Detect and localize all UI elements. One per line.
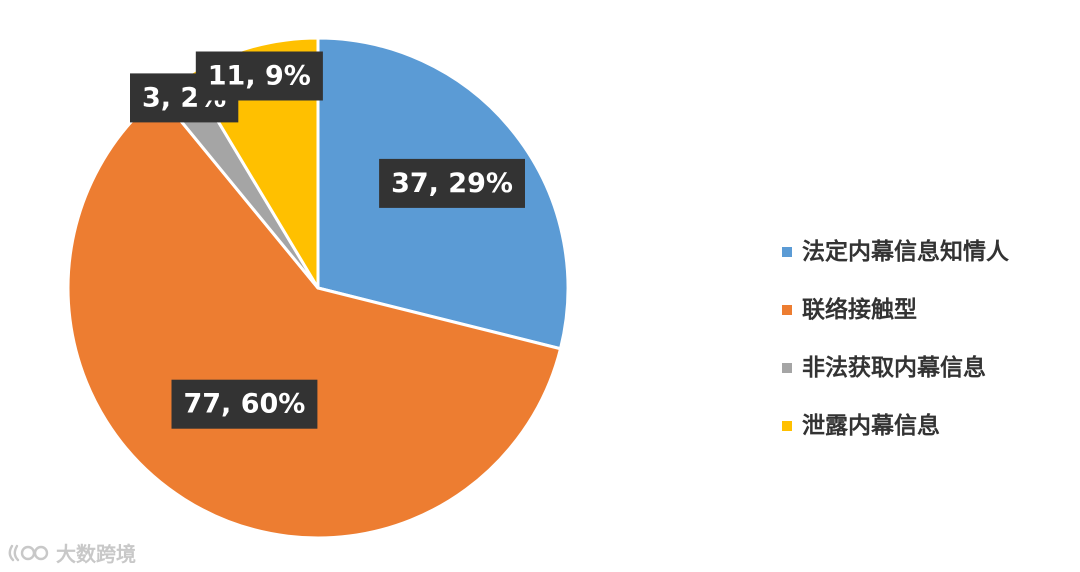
watermark-text: 大数跨境 [56,542,136,566]
data-labels: 37, 29%77, 60%3, 2%11, 9% [130,51,525,429]
legend-label: 法定内幕信息知情人 [802,238,1010,265]
data-label-box [379,158,525,208]
legend-label: 联络接触型 [802,296,917,323]
legend-item: 非法获取内幕信息 [782,354,986,381]
legend-item: 联络接触型 [782,296,917,323]
data-label-box [195,51,323,101]
data-label-text: 11, 9% [208,61,311,92]
data-label-text: 37, 29% [391,168,513,199]
legend-item: 泄露内幕信息 [782,412,940,439]
watermark: 大数跨境 [8,538,136,567]
data-label-box [171,379,318,429]
data-label: 37, 29% [379,158,525,208]
brand-logo-icon [8,542,52,564]
data-label: 11, 9% [195,51,323,101]
data-label: 77, 60% [171,379,318,429]
legend-swatch [782,363,792,373]
legend-swatch [782,421,792,431]
legend-item: 法定内幕信息知情人 [782,238,1010,265]
legend-swatch [782,305,792,315]
data-label-text: 77, 60% [183,389,305,420]
legend-label: 泄露内幕信息 [802,412,940,439]
legend-label: 非法获取内幕信息 [802,354,986,381]
legend-swatch [782,247,792,257]
